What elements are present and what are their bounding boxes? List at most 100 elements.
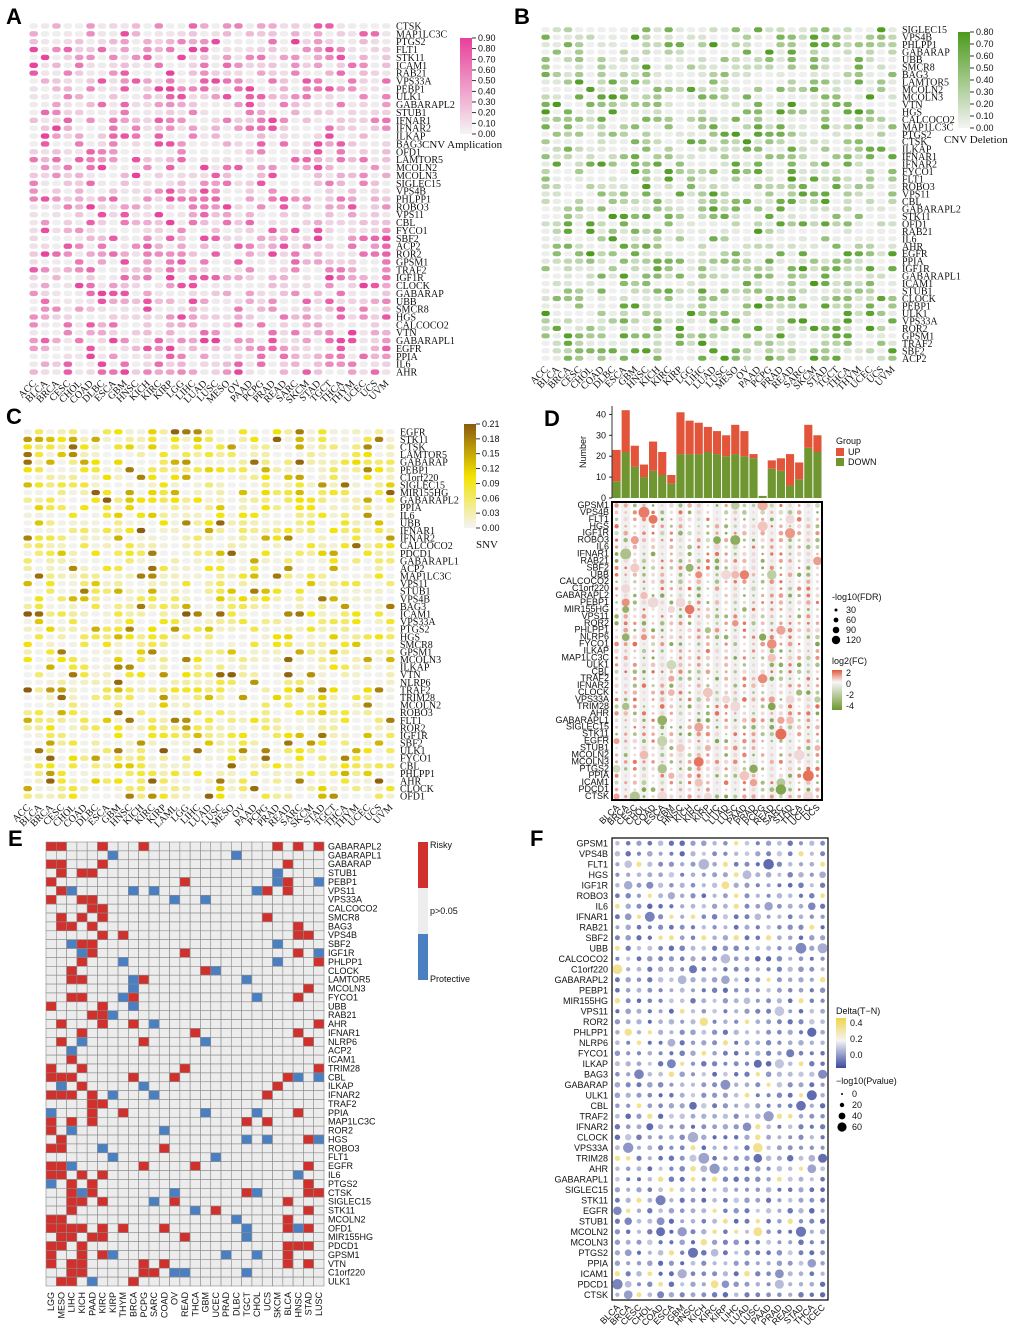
legend-tick-label: 0.40	[976, 75, 994, 85]
cell-PEBP1-KIRP	[675, 303, 685, 309]
cell-GABARAPL2-PAAD	[250, 497, 259, 503]
cell-CTSK-LIHC	[193, 444, 202, 450]
cell-PEBP1-PCPG	[261, 467, 270, 473]
cell-PTGS2-ESCA	[102, 626, 112, 632]
cell-PEBP1-THCA	[340, 467, 350, 473]
cell-IFNAR1-READ	[279, 117, 289, 124]
cell-C1orf220-TGCT	[329, 474, 338, 480]
cell-CBL-DLBC	[91, 763, 100, 769]
cell-IFNAR2-PAAD	[245, 125, 255, 131]
cell-BAG3-THYM	[352, 603, 361, 609]
cell-OFD1-UCS	[370, 149, 380, 155]
bubble-FLT1-COAD	[648, 514, 658, 524]
cell-GPSM1-GBM	[630, 333, 640, 339]
cell-OFD1-SKCM	[306, 793, 316, 799]
cell-UBB-MESO	[731, 57, 741, 63]
cell-ROR2-PCPG	[261, 725, 270, 731]
cell-IFNAR2-SKCM	[809, 161, 819, 167]
bar-up-STAD	[785, 454, 795, 486]
cell-GABARAPL1-LGG	[686, 273, 696, 279]
cell-UBB-HNSC	[642, 57, 651, 63]
bar-down-READ	[767, 468, 776, 498]
cell-GABARAPL1-GBM	[630, 273, 640, 279]
cell-GABARAPL1-PCPG	[261, 558, 270, 564]
cell-VPS4B-LUSC	[720, 34, 729, 40]
cell-TRAF2-PCPG	[261, 687, 270, 693]
cell-ACP2-DLBC	[608, 355, 617, 361]
cell-UBB-LGG	[686, 57, 696, 63]
cell-CBL-GBM	[630, 198, 640, 205]
cell-MCOLN3-UCS	[876, 94, 886, 100]
cell-LAMTOR5-STAD	[821, 79, 830, 85]
cell-HGS-PCPG	[256, 314, 266, 320]
cell-OFD1-OV	[234, 149, 243, 155]
cell-CBL-UCEC	[359, 219, 368, 226]
cell-RAB21-ACC	[29, 70, 39, 76]
bar-legend-title: Group	[836, 436, 861, 446]
cell-CTSK-TGCT	[329, 444, 338, 450]
cell-GABARAPL2-KICH	[136, 497, 146, 503]
cell-RAB21-UCEC	[359, 70, 368, 76]
cell-AHR-OV	[234, 369, 243, 375]
cell-AHR-ESCA	[108, 369, 118, 375]
bubble-HGS-GBM	[669, 524, 673, 528]
cell-GABARAP-BRCA	[52, 290, 61, 297]
bubble-IGF1R-KIRC	[696, 531, 701, 536]
cell-ROBO3-KIRP	[675, 183, 685, 190]
cell-ROBO3-TGCT	[325, 204, 334, 210]
cell-PTGS2-COAD	[80, 626, 89, 632]
cell-CTSK-MESO	[227, 444, 236, 450]
cell-SIGLEC15-PAAD	[753, 27, 763, 33]
cell-ULK1-SARC	[798, 310, 808, 317]
cell-ULK1-THCA	[340, 748, 350, 754]
cell-LAMTOR5-THYM	[352, 451, 361, 458]
cell-PHLPP1-ESCA	[108, 196, 118, 202]
cell-ACP2-UCEC	[359, 243, 368, 249]
cell-FYCO1-UVM	[888, 169, 897, 175]
cell-EGFR-SKCM	[306, 429, 316, 435]
cell-PHLPP1-COAD	[80, 770, 89, 777]
cell-ACP2-PCPG	[256, 243, 266, 249]
cell-ROR2-CHOL	[586, 325, 595, 331]
cell-ICAM1-KIRC	[154, 62, 164, 68]
cell-GPSM1-CHOL	[74, 259, 84, 265]
cell-RAB21-KICH	[143, 70, 152, 76]
cell-LAMTOR5-LGG	[686, 79, 696, 85]
cell-ULK1-PAAD	[250, 748, 259, 754]
cell-EGFR-ESCA	[102, 429, 112, 435]
cell-VTN-DLBC	[97, 330, 107, 336]
cell-VPS33A-LUSC	[216, 619, 225, 625]
cell-FLT1-KIRP	[159, 717, 168, 723]
cell-OFD1-PCPG	[765, 221, 774, 227]
cell-AHR-CESC	[574, 243, 584, 249]
cell-CALCOCO2-HNSC	[131, 322, 141, 328]
cell-VPS4B-KIRP	[159, 596, 168, 602]
cell-FYCO1-STAD	[313, 227, 323, 234]
cell-ILKAP-UVM	[381, 133, 391, 139]
cell-CBL-THCA	[843, 198, 852, 205]
cell-PPIA-DLBC	[608, 258, 617, 264]
cell-TRIM28-LUSC	[216, 694, 225, 701]
cell-VPS4B-KIRP	[675, 34, 685, 40]
cell-STUB1-LGG	[177, 109, 186, 116]
cell-CTSK-PCPG	[261, 444, 270, 450]
cell-MIR155HG-KIRP	[159, 489, 168, 496]
cell-CLOCK-PAAD	[245, 282, 255, 289]
cell-GPSM1-COAD	[80, 649, 89, 655]
cell-CALCOCO2-CESC	[63, 322, 73, 328]
cell-VPS33A-STAD	[821, 318, 830, 324]
cell-RAB21-LUSC	[211, 70, 221, 76]
cell-UBB-DLBC	[91, 520, 100, 526]
cell-VPS11-PCPG	[256, 212, 266, 218]
cell-GABARAPL1-CHOL	[586, 273, 595, 279]
cell-EGFR-PAAD	[250, 429, 259, 435]
cell-GABARAP-READ	[787, 49, 796, 55]
cell-ICAM1-GBM	[120, 62, 130, 68]
cell-CTSK-SKCM	[306, 444, 316, 450]
cell-IGF1R-SKCM	[809, 266, 819, 272]
cell-HGS-SARC	[295, 634, 304, 640]
cell-PTGS2-TGCT	[325, 38, 334, 45]
cell-CLOCK-HNSC	[642, 295, 651, 302]
cell-VPS4B-LIHC	[697, 34, 707, 40]
cell-ACP2-LUSC	[720, 355, 729, 361]
